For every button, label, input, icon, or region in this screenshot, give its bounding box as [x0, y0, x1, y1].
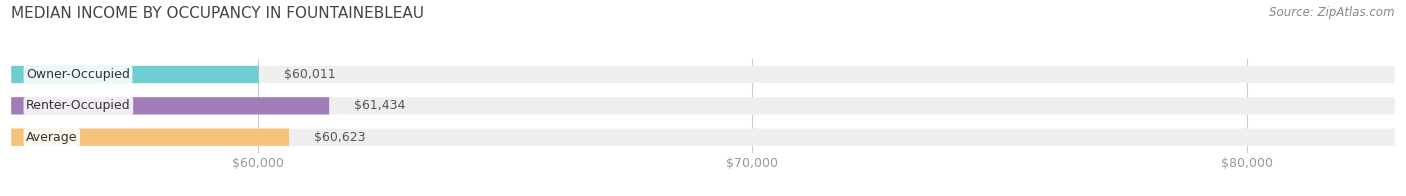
Text: Owner-Occupied: Owner-Occupied [27, 68, 129, 81]
Text: $60,011: $60,011 [284, 68, 335, 81]
Text: $61,434: $61,434 [354, 99, 405, 112]
FancyBboxPatch shape [11, 97, 1395, 114]
Text: Source: ZipAtlas.com: Source: ZipAtlas.com [1270, 6, 1395, 19]
FancyBboxPatch shape [11, 66, 1395, 83]
FancyBboxPatch shape [11, 66, 259, 83]
FancyBboxPatch shape [11, 97, 329, 114]
Text: $60,623: $60,623 [314, 131, 366, 144]
Text: MEDIAN INCOME BY OCCUPANCY IN FOUNTAINEBLEAU: MEDIAN INCOME BY OCCUPANCY IN FOUNTAINEB… [11, 6, 425, 21]
FancyBboxPatch shape [11, 129, 290, 146]
Text: Renter-Occupied: Renter-Occupied [27, 99, 131, 112]
FancyBboxPatch shape [11, 129, 1395, 146]
Text: Average: Average [27, 131, 77, 144]
